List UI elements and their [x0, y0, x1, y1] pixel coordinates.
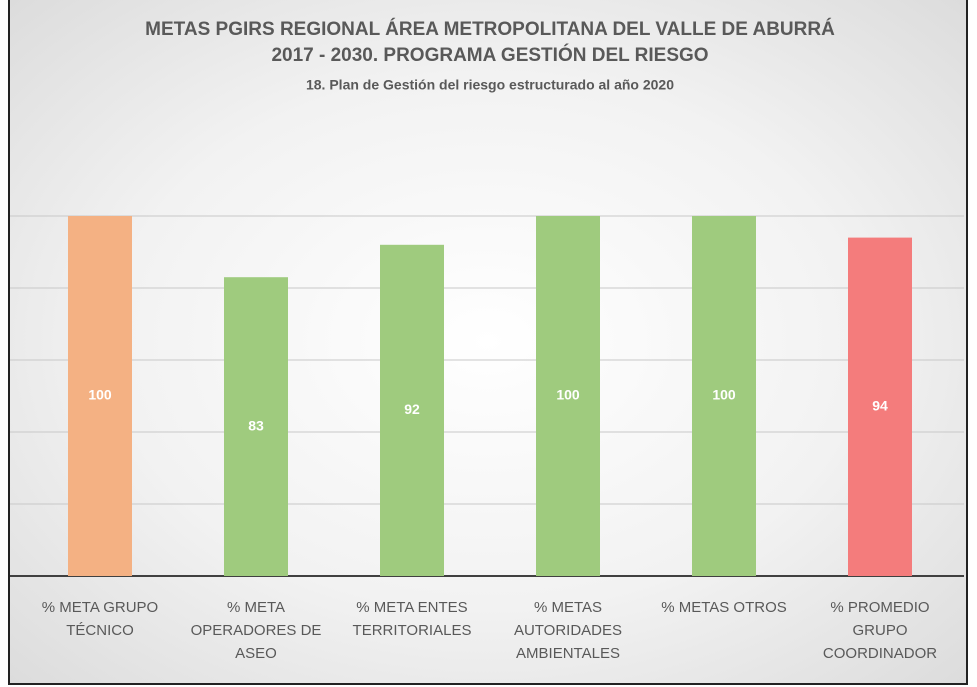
x-tick-label: % PROMEDIO GRUPO COORDINADOR	[822, 599, 938, 662]
bar	[692, 216, 756, 576]
bar	[536, 216, 600, 576]
data-label: 83	[248, 417, 264, 433]
bar	[224, 277, 288, 576]
data-label: 100	[712, 387, 736, 403]
x-tick-label: % METAS OTROS	[661, 599, 787, 616]
chart-frame	[8, 0, 968, 685]
data-label: 100	[88, 387, 112, 403]
data-label: 92	[404, 401, 420, 417]
chart-title: METAS PGIRS REGIONAL ÁREA METROPOLITANA …	[145, 18, 835, 40]
chart-subtitle: 18. Plan de Gestión del riesgo estructur…	[306, 77, 674, 93]
x-tick-label: % META ENTES TERRITORIALES	[352, 599, 472, 639]
x-tick-label: % META OPERADORES DE ASEO	[190, 599, 322, 662]
data-label: 100	[556, 387, 580, 403]
x-tick-label: % META GRUPO TÉCNICO	[41, 599, 159, 639]
bar	[68, 216, 132, 576]
bar	[380, 244, 444, 577]
data-label: 94	[872, 398, 888, 414]
bar	[848, 237, 912, 576]
chart-title: 2017 - 2030. PROGRAMA GESTIÓN DEL RIESGO	[271, 44, 708, 66]
x-tick-label: % METAS AUTORIDADES AMBIENTALES	[513, 599, 623, 662]
